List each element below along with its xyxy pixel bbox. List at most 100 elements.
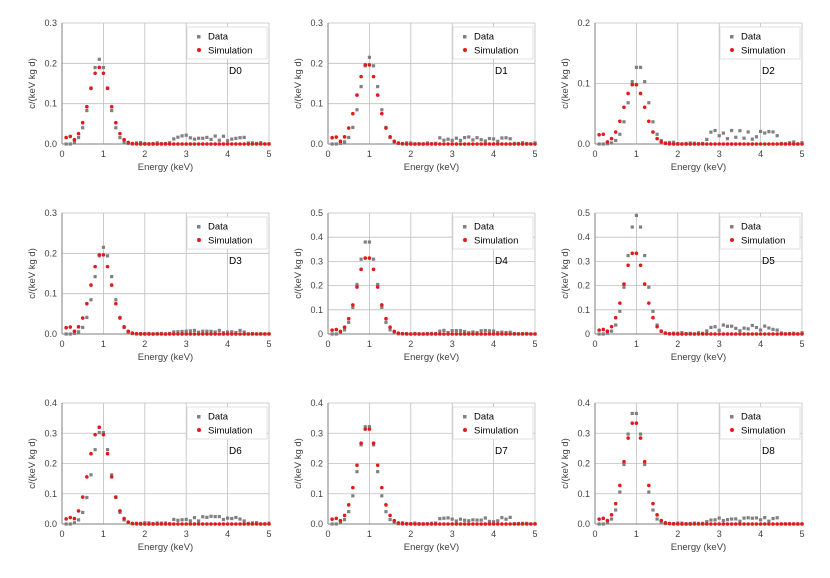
data-point	[450, 329, 454, 333]
data-point	[217, 138, 221, 142]
data-point	[651, 120, 655, 124]
data-point	[634, 65, 638, 69]
simulation-point	[659, 140, 664, 144]
data-point	[101, 431, 105, 435]
data-point	[771, 130, 775, 134]
simulation-point	[775, 332, 779, 336]
data-point	[492, 137, 496, 141]
data-point	[458, 329, 463, 333]
simulation-point	[729, 142, 734, 146]
simulation-point	[126, 520, 131, 524]
simulation-point	[680, 332, 684, 336]
data-point	[492, 520, 496, 524]
simulation-point	[163, 142, 168, 146]
data-point	[626, 101, 630, 105]
simulation-point	[721, 142, 726, 146]
simulation-point	[246, 522, 251, 526]
data-point	[213, 134, 217, 138]
chart-panel-d4: 0 0.1 0.2 0.3 0.4 0.5 0 1 2 3 4 5 Energy (keV) c/(keV…	[293, 208, 538, 363]
simulation-point	[717, 142, 721, 146]
simulation-point	[238, 522, 242, 526]
y-tick-label: 0.3	[577, 428, 590, 438]
simulation-point	[634, 251, 639, 256]
simulation-point	[491, 142, 496, 146]
simulation-point	[258, 332, 263, 336]
simulation-point	[746, 332, 750, 336]
simulation-point	[613, 130, 618, 134]
simulation-point	[671, 522, 676, 526]
x-tick-label: 3	[717, 339, 722, 349]
data-point	[492, 329, 496, 333]
simulation-point	[454, 142, 459, 146]
simulation-point	[429, 332, 434, 336]
simulation-point	[250, 332, 255, 336]
simulation-point	[200, 522, 205, 526]
simulation-point	[425, 522, 430, 526]
simulation-point	[779, 142, 784, 146]
y-tick-label: 0.1	[577, 305, 590, 315]
data-point	[72, 140, 77, 144]
data-point	[221, 517, 226, 522]
data-point	[705, 137, 709, 142]
detector-label: D2	[762, 66, 775, 77]
y-tick-label: 0.2	[310, 58, 323, 68]
simulation-point	[109, 104, 114, 109]
data-point	[450, 517, 454, 521]
data-point	[442, 328, 446, 332]
simulation-point	[475, 142, 479, 146]
simulation-point	[254, 332, 259, 336]
simulation-point	[85, 301, 89, 306]
simulation-point	[729, 332, 734, 336]
simulation-point	[114, 495, 118, 499]
y-tick-label: 0.3	[310, 18, 323, 28]
data-point	[105, 448, 110, 452]
simulation-point	[630, 251, 635, 256]
simulation-point	[159, 522, 164, 526]
x-tick-label: 5	[266, 529, 271, 539]
simulation-point	[516, 332, 521, 336]
simulation-point	[684, 522, 688, 526]
simulation-point	[267, 142, 271, 146]
simulation-point	[520, 522, 525, 526]
simulation-point	[80, 316, 85, 320]
simulation-point	[533, 142, 537, 146]
x-tick-label: 4	[491, 529, 496, 539]
x-tick-label: 1	[101, 529, 106, 539]
simulation-point	[200, 142, 205, 146]
data-point	[388, 328, 392, 332]
data-point	[76, 135, 81, 140]
simulation-point	[800, 522, 804, 526]
simulation-point	[692, 332, 697, 336]
x-tick-label: 4	[491, 149, 496, 159]
simulation-point	[229, 332, 234, 336]
x-tick-label: 1	[367, 529, 372, 539]
data-point	[330, 142, 334, 146]
simulation-point	[196, 142, 201, 146]
simulation-point	[72, 137, 77, 142]
simulation-point	[796, 522, 800, 526]
y-tick-label: 0.4	[310, 398, 323, 408]
data-point	[438, 136, 442, 140]
data-point	[347, 510, 351, 514]
simulation-point	[250, 522, 255, 526]
data-point	[347, 320, 351, 324]
data-point	[110, 108, 114, 113]
simulation-point	[217, 142, 222, 146]
data-point	[192, 137, 197, 141]
data-point	[342, 518, 347, 522]
data-point	[438, 517, 442, 521]
simulation-point	[413, 142, 417, 146]
legend-data-marker	[463, 225, 467, 229]
simulation-point	[688, 522, 693, 526]
data-point	[342, 328, 347, 332]
data-point	[81, 510, 85, 515]
simulation-point	[155, 522, 160, 526]
x-axis-label: Energy (keV)	[138, 352, 193, 363]
simulation-point	[471, 522, 475, 526]
simulation-point	[330, 517, 334, 521]
y-tick-label: 0.0	[310, 519, 323, 529]
simulation-point	[676, 332, 680, 336]
data-point	[363, 425, 367, 429]
simulation-point	[659, 329, 664, 333]
simulation-point	[500, 522, 504, 526]
